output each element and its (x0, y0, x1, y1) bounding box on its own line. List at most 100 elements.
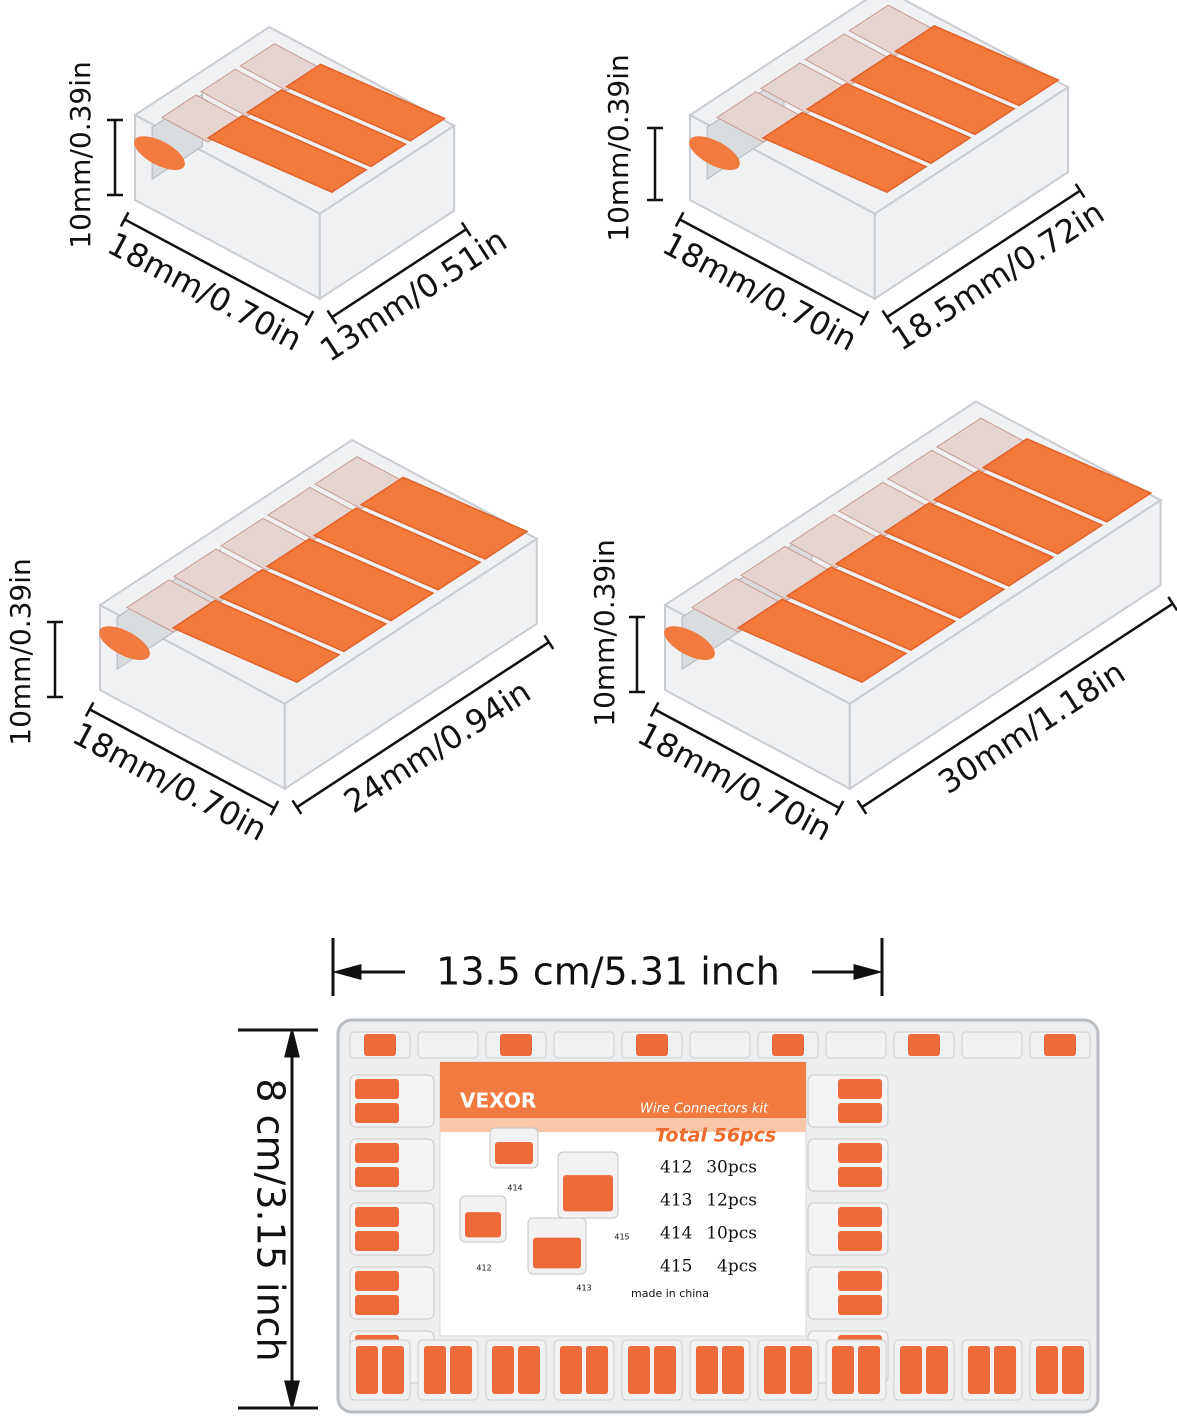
label-item-qty: 12pcs (706, 1191, 757, 1211)
box-lever (636, 1034, 668, 1056)
label-items: 412 30pcs 413 12pcs 414 10pcs 415 4pcs (660, 1158, 757, 1277)
box-lever (450, 1346, 472, 1394)
box-lever (355, 1231, 399, 1251)
depth-dimension-tick (269, 800, 280, 816)
width-dimension-tick (1074, 183, 1086, 199)
height-label: 10mm/0.39in (588, 539, 621, 726)
box-lever (355, 1271, 399, 1291)
depth-dimension-tick (859, 310, 870, 326)
box-lever (356, 1346, 378, 1394)
connector-lever-tip (134, 136, 185, 171)
connector-lever (312, 507, 482, 591)
label-item-model: 415 (660, 1257, 692, 1277)
width-dimension (296, 641, 550, 809)
width-dimension (331, 228, 467, 319)
label-item-qty: 30pcs (706, 1158, 757, 1178)
box-connector (961, 1031, 1023, 1059)
label-images: 414 415 412 413 (459, 1127, 630, 1293)
depth-dimension-tick (834, 800, 845, 816)
box-lever (696, 1346, 718, 1394)
connector-lever (218, 568, 388, 653)
height-label: 10mm/0.39in (602, 54, 635, 241)
label-image-lever (533, 1237, 581, 1269)
box-lever (355, 1207, 399, 1227)
box-lever (764, 1346, 786, 1394)
width-dimension-tick (543, 634, 555, 650)
box-lever (500, 1034, 532, 1056)
width-dimension-tick (881, 309, 893, 325)
connector-lever (849, 53, 1016, 136)
box-lever (790, 1346, 812, 1394)
box-lever (994, 1346, 1016, 1394)
box-lever (518, 1346, 540, 1394)
width-dimension-tick (460, 221, 472, 237)
width-dimension-tick (1167, 596, 1177, 612)
label-subtitle: Wire Connectors kit (640, 1102, 769, 1117)
width-dimension-tick (326, 309, 338, 325)
box-lever (926, 1346, 948, 1394)
box-connector (553, 1031, 615, 1059)
box-lever (654, 1346, 676, 1394)
box-lever (355, 1295, 399, 1315)
depth-dimension-tick (84, 701, 95, 717)
box-lever (838, 1079, 882, 1099)
box-lever (838, 1207, 882, 1227)
connector-lever (981, 437, 1153, 523)
connector-lever (883, 502, 1055, 587)
box-width-label: 13.5 cm/5.31 inch (436, 950, 780, 994)
box-lever (364, 1034, 396, 1056)
connector-lever (834, 534, 1006, 619)
box-lever (968, 1346, 990, 1394)
width-dimension (886, 189, 1081, 319)
label-brand: VEXOR (460, 1089, 536, 1113)
label-item-model: 414 (660, 1224, 692, 1244)
box-lever (1062, 1346, 1084, 1394)
label-footer: made in china (631, 1287, 709, 1300)
box-lever (1044, 1034, 1076, 1056)
width-dimension (861, 602, 1174, 809)
label-image-lever (495, 1142, 533, 1164)
label-image-caption: 413 (576, 1284, 591, 1293)
box-lever (858, 1346, 880, 1394)
depth-dimension-tick (304, 310, 315, 326)
width-dimension-tick (856, 799, 868, 815)
box-lever (838, 1295, 882, 1315)
box-connector (825, 1031, 887, 1059)
connector-lever (932, 470, 1104, 555)
depth-dimension-tick (649, 701, 660, 717)
label-total: Total 56pcs (655, 1125, 776, 1147)
box-lever (908, 1034, 940, 1056)
label-item-model: 413 (660, 1191, 692, 1211)
label-image-lever (563, 1175, 613, 1212)
connector-lever (761, 111, 928, 194)
label-card: VEXOR Wire Connectors kit Total 56pcs 41… (439, 1061, 807, 1337)
box-lever (838, 1143, 882, 1163)
depth-dimension-tick (119, 211, 130, 227)
connector-lever (805, 82, 972, 165)
box-lever (772, 1034, 804, 1056)
connector-lever (245, 89, 407, 168)
box-lever (900, 1346, 922, 1394)
box-lever (838, 1271, 882, 1291)
box-lever (838, 1167, 882, 1187)
box-lever (560, 1346, 582, 1394)
label-item-qty: 4pcs (717, 1257, 757, 1277)
depth-dimension (124, 218, 311, 320)
box-lever (355, 1103, 399, 1123)
connector-lever (893, 24, 1060, 107)
width-dimension-tick (291, 799, 303, 815)
box-lever (628, 1346, 650, 1394)
box-lever (492, 1346, 514, 1394)
box-contents (349, 1031, 1091, 1401)
label-item-qty: 10pcs (706, 1224, 757, 1244)
depth-dimension (679, 218, 866, 320)
box-lever (424, 1346, 446, 1394)
box-lever (722, 1346, 744, 1394)
connector-lever (206, 114, 368, 194)
depth-dimension (654, 708, 841, 810)
